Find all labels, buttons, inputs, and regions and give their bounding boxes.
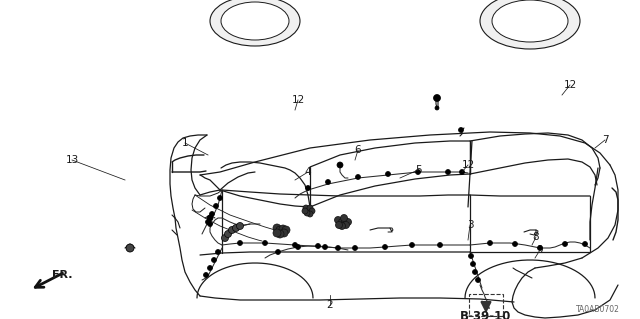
Circle shape	[273, 229, 281, 237]
Circle shape	[316, 243, 321, 249]
Ellipse shape	[210, 0, 300, 46]
Circle shape	[302, 208, 308, 214]
Circle shape	[275, 249, 280, 255]
Circle shape	[513, 241, 518, 247]
Text: 7: 7	[602, 135, 608, 145]
Circle shape	[476, 278, 481, 283]
Circle shape	[205, 219, 211, 225]
Ellipse shape	[221, 2, 289, 40]
Circle shape	[438, 242, 442, 248]
Circle shape	[460, 169, 465, 174]
Ellipse shape	[492, 0, 568, 42]
Circle shape	[216, 249, 221, 255]
Text: 13: 13	[65, 155, 79, 165]
Circle shape	[309, 208, 315, 214]
Circle shape	[326, 180, 330, 184]
Circle shape	[296, 244, 301, 249]
Circle shape	[335, 246, 340, 250]
Circle shape	[340, 214, 348, 221]
Circle shape	[228, 226, 236, 234]
Circle shape	[304, 210, 310, 216]
Text: 1: 1	[182, 138, 188, 148]
Circle shape	[211, 257, 216, 263]
Circle shape	[218, 196, 223, 201]
Circle shape	[339, 219, 346, 226]
Circle shape	[458, 128, 463, 132]
Circle shape	[276, 230, 284, 238]
Circle shape	[262, 241, 268, 246]
Circle shape	[435, 106, 439, 110]
Circle shape	[273, 224, 281, 232]
Circle shape	[445, 169, 451, 174]
Text: 12: 12	[461, 160, 475, 170]
Circle shape	[342, 221, 349, 228]
Circle shape	[335, 217, 342, 224]
Text: 12: 12	[291, 95, 305, 105]
Text: 12: 12	[563, 80, 577, 90]
Circle shape	[214, 204, 218, 209]
Circle shape	[563, 241, 568, 247]
Circle shape	[323, 244, 328, 249]
Text: 2: 2	[326, 300, 333, 310]
Circle shape	[410, 242, 415, 248]
Circle shape	[344, 219, 351, 226]
Circle shape	[538, 246, 543, 250]
Circle shape	[307, 211, 313, 217]
Text: FR.: FR.	[52, 270, 72, 280]
Circle shape	[488, 241, 493, 246]
Circle shape	[342, 218, 349, 225]
Text: 4: 4	[305, 167, 311, 177]
Circle shape	[221, 234, 228, 241]
Text: 6: 6	[355, 145, 362, 155]
Circle shape	[415, 169, 420, 174]
Circle shape	[207, 215, 213, 221]
Circle shape	[237, 222, 243, 229]
Circle shape	[472, 270, 477, 275]
Circle shape	[207, 221, 212, 226]
Text: TA0AB0702: TA0AB0702	[576, 306, 620, 315]
Ellipse shape	[480, 0, 580, 49]
Circle shape	[204, 272, 209, 278]
Circle shape	[353, 246, 358, 250]
Circle shape	[276, 226, 284, 234]
Circle shape	[468, 254, 474, 258]
Circle shape	[433, 94, 440, 101]
Circle shape	[339, 222, 346, 229]
Circle shape	[307, 205, 313, 211]
Circle shape	[383, 244, 387, 249]
Circle shape	[337, 162, 343, 168]
Circle shape	[282, 226, 290, 234]
Circle shape	[232, 225, 239, 232]
Text: 8: 8	[532, 232, 540, 242]
Circle shape	[582, 241, 588, 247]
Circle shape	[237, 241, 243, 246]
Text: 3: 3	[467, 220, 474, 230]
Circle shape	[126, 244, 134, 252]
Circle shape	[305, 186, 310, 190]
Circle shape	[385, 172, 390, 176]
Circle shape	[280, 229, 288, 237]
Circle shape	[470, 262, 476, 266]
Circle shape	[207, 265, 212, 271]
Text: 5: 5	[415, 165, 421, 175]
Circle shape	[303, 205, 309, 211]
Circle shape	[335, 221, 342, 228]
Circle shape	[292, 242, 298, 248]
Circle shape	[279, 225, 287, 233]
Text: 9: 9	[537, 245, 543, 255]
Text: B-39-10: B-39-10	[460, 309, 512, 319]
Circle shape	[355, 174, 360, 180]
Circle shape	[225, 231, 232, 238]
Circle shape	[209, 211, 214, 217]
